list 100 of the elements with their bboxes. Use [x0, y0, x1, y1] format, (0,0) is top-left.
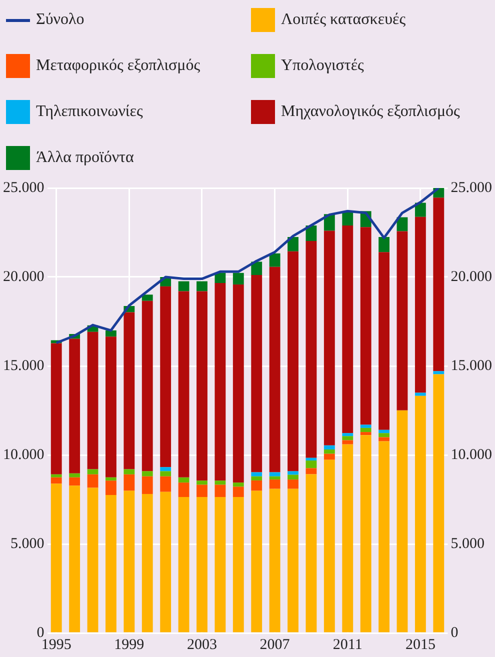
bar — [378, 441, 390, 632]
bar — [342, 440, 354, 444]
bar — [306, 468, 317, 474]
bar — [414, 396, 426, 632]
bar — [360, 424, 372, 428]
bar — [87, 332, 98, 470]
bar — [378, 236, 390, 252]
bar — [69, 486, 80, 632]
x-tick-label: 2003 — [186, 636, 217, 653]
bar — [50, 343, 62, 474]
bar — [433, 198, 444, 372]
bar — [414, 392, 426, 396]
bar — [232, 284, 244, 483]
bar — [142, 494, 153, 632]
bar — [396, 217, 408, 232]
bar — [251, 472, 262, 476]
bar — [106, 336, 116, 478]
bar — [414, 202, 426, 217]
y-tick-label: 5.000 — [10, 536, 44, 552]
bar — [324, 445, 335, 450]
y2-tick-label: 5.000 — [450, 536, 484, 552]
bar — [306, 474, 317, 632]
y-tick-label: 20.000 — [3, 268, 44, 285]
bar — [142, 300, 153, 472]
bar — [232, 486, 244, 498]
y2-tick-label: 20.000 — [450, 268, 492, 285]
bar — [160, 476, 172, 492]
bar — [251, 490, 262, 632]
bar — [160, 492, 172, 632]
bar — [142, 471, 153, 476]
bar — [396, 410, 408, 632]
bar — [196, 484, 208, 498]
x-tick-label: 1999 — [114, 636, 144, 653]
y2-tick-label: 10.000 — [450, 446, 492, 463]
bar — [251, 262, 262, 276]
bar — [288, 474, 298, 480]
bar — [214, 480, 226, 485]
bar — [106, 495, 116, 632]
bar — [324, 460, 335, 632]
legend-label: Τηλεπικοινωνίες — [36, 103, 143, 121]
legend-label: Λοιπές κατασκευές — [281, 11, 406, 29]
bar — [160, 471, 172, 476]
bar — [160, 467, 172, 472]
bar — [251, 476, 262, 480]
bar — [378, 433, 390, 438]
bar — [324, 449, 335, 454]
bar — [69, 338, 80, 474]
bar — [269, 472, 280, 476]
bar — [196, 497, 208, 632]
bar — [306, 458, 317, 461]
bar — [232, 482, 244, 487]
bar — [342, 444, 354, 632]
bar — [106, 477, 116, 481]
bar — [378, 252, 390, 430]
bar — [142, 294, 153, 301]
bar — [124, 490, 135, 632]
legend-label: Σύνολο — [36, 11, 84, 29]
legend-label: Μηχανολογικός εξοπλισμός — [281, 103, 460, 121]
bar — [69, 477, 80, 486]
bar — [50, 477, 62, 484]
y2-tick-label: 0 — [450, 624, 458, 641]
bar — [87, 488, 98, 632]
bar — [396, 231, 408, 410]
bar — [342, 436, 354, 440]
bar — [69, 473, 80, 478]
bar — [178, 477, 190, 483]
y-tick-label: 10.000 — [3, 446, 44, 463]
bar — [360, 432, 372, 436]
legend-label: Υπολογιστές — [281, 57, 364, 75]
bar — [269, 488, 280, 632]
bar — [306, 241, 317, 458]
bar — [360, 435, 372, 632]
x-tick-label: 2015 — [405, 636, 436, 653]
bar — [433, 371, 444, 374]
x-tick-label: 2007 — [260, 636, 290, 653]
bar — [414, 216, 426, 393]
bar — [306, 460, 317, 468]
bar — [269, 476, 280, 480]
bar — [288, 251, 298, 472]
bar — [232, 272, 244, 284]
y-tick-label: 25.000 — [3, 180, 44, 196]
bar — [50, 474, 62, 478]
bar — [360, 428, 372, 432]
bar — [433, 374, 444, 632]
bar — [288, 480, 298, 489]
bar — [106, 480, 116, 496]
bar — [378, 430, 390, 434]
bar — [196, 480, 208, 485]
bar — [378, 437, 390, 442]
legend-label: Άλλα προϊόντα — [36, 149, 134, 167]
bar — [106, 330, 116, 337]
bar — [124, 474, 135, 491]
bar — [87, 469, 98, 474]
bar — [214, 283, 226, 481]
y2-tick-label: 25.000 — [450, 180, 492, 196]
bar — [178, 497, 190, 632]
bar — [342, 226, 354, 434]
bar — [269, 253, 280, 267]
y-tick-label: 15.000 — [3, 358, 44, 374]
bar — [50, 484, 62, 632]
